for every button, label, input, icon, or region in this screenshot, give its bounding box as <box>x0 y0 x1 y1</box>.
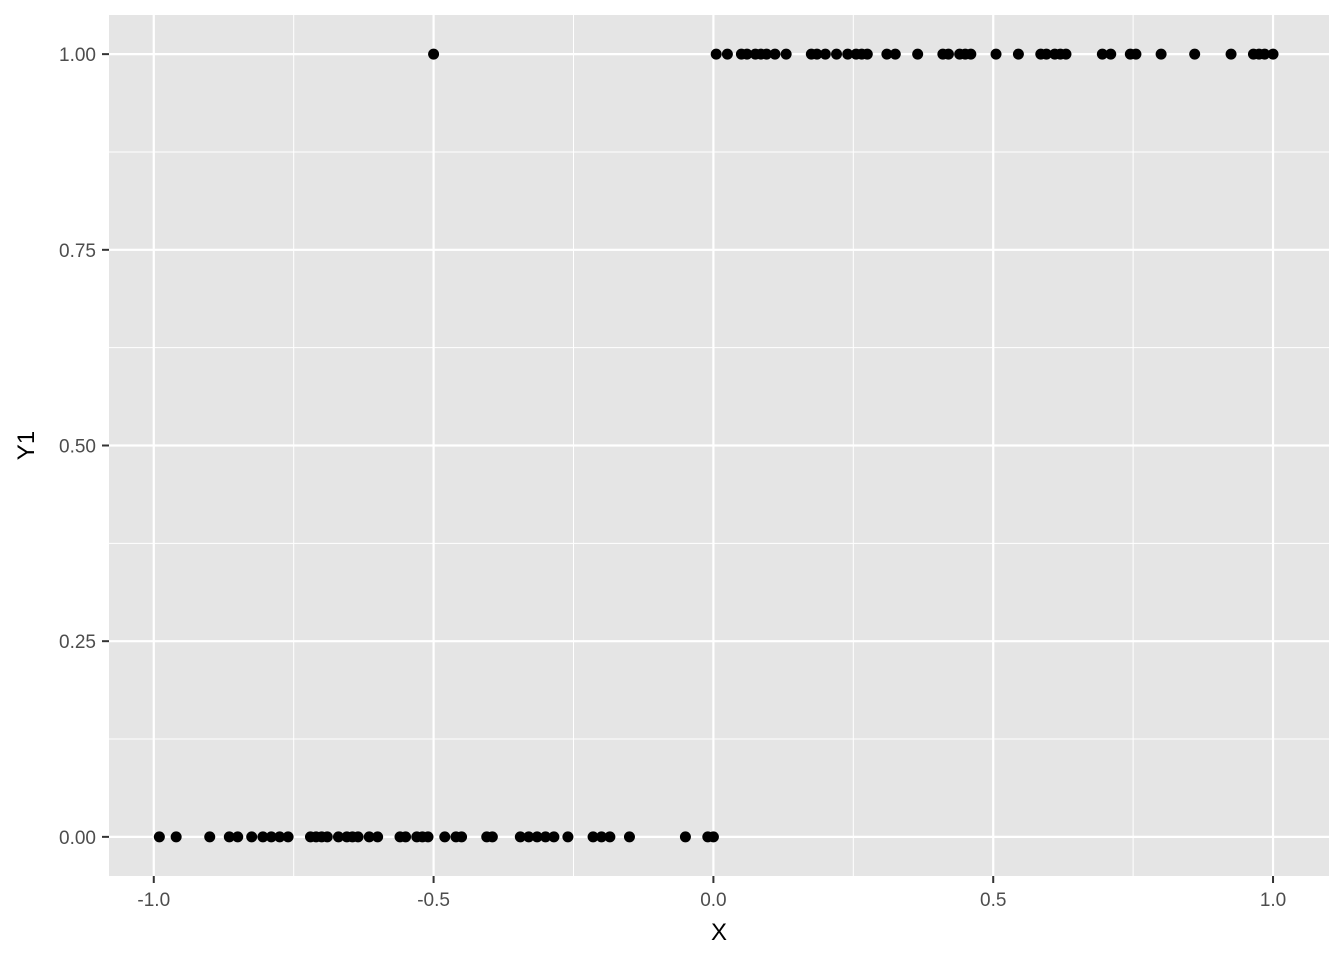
data-point <box>332 831 344 843</box>
x-tick-label: 0.0 <box>700 890 726 911</box>
data-point <box>257 831 269 843</box>
data-point <box>540 831 552 843</box>
data-point <box>1105 48 1117 60</box>
data-point <box>400 831 412 843</box>
data-point <box>223 831 235 843</box>
y-tick-label: 0.50 <box>59 437 96 458</box>
data-point <box>548 831 560 843</box>
data-point <box>372 831 384 843</box>
data-point <box>710 48 722 60</box>
data-point <box>604 831 616 843</box>
data-point <box>265 831 277 843</box>
data-point <box>721 48 733 60</box>
data-point <box>861 48 873 60</box>
data-point <box>352 831 364 843</box>
data-point <box>623 831 635 843</box>
data-point <box>1267 48 1279 60</box>
data-point <box>514 831 526 843</box>
x-tick-label: -1.0 <box>137 890 170 911</box>
data-point <box>741 48 753 60</box>
data-point <box>1225 48 1237 60</box>
data-point <box>456 831 468 843</box>
data-point <box>282 831 294 843</box>
data-point <box>232 831 244 843</box>
data-point <box>1155 48 1167 60</box>
data-point <box>428 48 440 60</box>
data-point <box>1060 48 1072 60</box>
data-point <box>1040 48 1052 60</box>
data-point <box>204 831 216 843</box>
y-axis-title: Y1 <box>13 431 40 460</box>
data-point <box>889 48 901 60</box>
y-axis: 0.00 0.25 0.50 0.75 1.00 <box>59 45 109 849</box>
data-point <box>595 831 607 843</box>
data-point <box>562 831 574 843</box>
data-point <box>1189 48 1201 60</box>
data-point <box>321 831 333 843</box>
x-axis: -1.0 -0.5 0.0 0.5 1.0 <box>137 876 1286 911</box>
x-tick-label: -0.5 <box>417 890 450 911</box>
data-point <box>912 48 924 60</box>
data-point <box>1096 48 1108 60</box>
data-points <box>153 48 1279 843</box>
y-tick-label: 1.00 <box>59 45 96 66</box>
data-point <box>707 831 719 843</box>
data-point <box>780 48 792 60</box>
data-point <box>274 831 286 843</box>
data-point <box>965 48 977 60</box>
data-point <box>170 831 182 843</box>
data-point <box>363 831 375 843</box>
data-point <box>819 48 831 60</box>
data-point <box>246 831 258 843</box>
data-point <box>761 48 773 60</box>
x-tick-label: 1.0 <box>1260 890 1286 911</box>
data-point <box>439 831 451 843</box>
major-gridlines <box>109 15 1329 876</box>
data-point <box>422 831 434 843</box>
x-axis-title: X <box>711 919 727 946</box>
data-point <box>1259 48 1271 60</box>
data-point <box>587 831 599 843</box>
data-point <box>942 48 954 60</box>
y-tick-label: 0.25 <box>59 632 96 653</box>
data-point <box>990 48 1002 60</box>
data-point <box>531 831 543 843</box>
data-point <box>153 831 165 843</box>
x-tick-label: 0.5 <box>980 890 1006 911</box>
y-tick-label: 0.75 <box>59 241 96 262</box>
data-point <box>831 48 843 60</box>
data-point <box>679 831 691 843</box>
data-point <box>523 831 535 843</box>
data-point <box>1130 48 1142 60</box>
data-point <box>881 48 893 60</box>
data-point <box>769 48 781 60</box>
data-point <box>842 48 854 60</box>
y-tick-label: 0.00 <box>59 828 96 849</box>
data-point <box>811 48 823 60</box>
data-point <box>1012 48 1024 60</box>
data-point <box>486 831 498 843</box>
